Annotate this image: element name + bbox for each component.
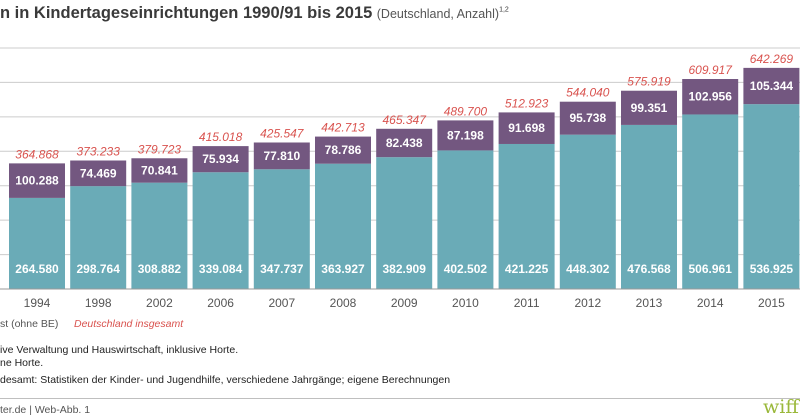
bar-segment-bottom: [9, 197, 65, 289]
data-label-total: 512.923: [505, 96, 549, 110]
legend-series-a: st (ohne BE): [0, 318, 59, 330]
x-tick-label: 2009: [391, 296, 418, 310]
data-label-bottom: 308.882: [138, 262, 182, 276]
bar-segment-bottom: [70, 186, 127, 289]
data-label-bottom: 476.568: [627, 262, 671, 276]
data-label-top: 105.344: [750, 79, 794, 93]
data-label-bottom: 339.084: [199, 262, 243, 276]
bar-segment-top: [70, 160, 127, 187]
x-tick-label: 2007: [268, 296, 295, 310]
brand-logo: wiff: [763, 396, 799, 418]
data-label-top: 77.810: [263, 149, 300, 163]
data-label-total: 379.723: [138, 142, 182, 156]
bar-segment-top: [192, 146, 249, 173]
bar-segment-bottom: [682, 114, 739, 289]
chart-title-main: n in Kindertageseinrichtungen 1990/91 bi…: [0, 4, 373, 22]
data-label-bottom: 448.302: [566, 262, 610, 276]
x-tick-label: 2006: [207, 296, 234, 310]
chart-title: n in Kindertageseinrichtungen 1990/91 bi…: [0, 4, 800, 28]
bar-segment-top: [253, 142, 310, 170]
data-label-total: 364.868: [15, 147, 59, 161]
legend-series-total: Deutschland insgesamt: [74, 318, 184, 330]
data-label-top: 75.934: [202, 152, 239, 166]
data-label-top: 91.698: [508, 121, 545, 135]
data-label-total: 442.713: [321, 121, 365, 135]
data-label-top: 87.198: [447, 128, 484, 142]
bar-segment-bottom: [559, 134, 616, 289]
data-label-bottom: 347.737: [260, 262, 304, 276]
x-tick-label: 2013: [636, 296, 663, 310]
x-tick-label: 2012: [574, 296, 601, 310]
bar-segment-top: [621, 90, 677, 125]
data-label-top: 82.438: [386, 136, 423, 150]
data-label-bottom: 402.502: [444, 262, 488, 276]
x-tick-label: 2010: [452, 296, 479, 310]
bar-segment-top: [131, 158, 188, 183]
bar-segment-top: [376, 128, 433, 158]
data-label-total: 575.919: [627, 75, 671, 89]
bar-segment-bottom: [192, 172, 249, 289]
data-label-total: 609.917: [689, 63, 734, 77]
bar-segment-top: [743, 67, 800, 105]
data-label-total: 373.233: [77, 145, 121, 159]
data-label-bottom: 421.225: [505, 262, 549, 276]
bar-segment-bottom: [131, 182, 188, 289]
data-label-total: 642.269: [750, 52, 794, 66]
bar-segment-bottom: [621, 124, 677, 290]
chart-title-sub: (Deutschland, Anzahl): [376, 7, 500, 21]
bar-segment-bottom: [437, 150, 494, 289]
x-tick-label: 2002: [146, 296, 173, 310]
x-tick-label: 2008: [330, 296, 357, 310]
bar-segment-top: [437, 120, 494, 151]
data-label-bottom: 363.927: [321, 262, 365, 276]
data-label-top: 78.786: [325, 143, 362, 157]
data-label-bottom: 298.764: [77, 262, 121, 276]
x-tick-label: 1994: [24, 296, 51, 310]
data-label-top: 95.738: [569, 111, 606, 125]
credit-line[interactable]: ter.de | Web-Abb. 1: [0, 404, 91, 416]
x-tick-label: 2014: [697, 296, 724, 310]
data-label-total: 425.547: [260, 126, 305, 140]
data-label-total: 489.700: [444, 104, 488, 118]
x-tick-label: 1998: [85, 296, 112, 310]
bar-segment-top: [682, 79, 739, 115]
stacked-bar-chart: 264.580 100.288 364.868 1994 298.764 74.469 37…: [0, 47, 800, 310]
bar-segment-top: [498, 112, 555, 144]
footnote-1: ive Verwaltung und Hauswirtschaft, inklu…: [0, 344, 239, 356]
bar-segment-bottom: [743, 104, 800, 289]
data-label-bottom: 382.909: [383, 262, 427, 276]
source-note: desamt: Statistiken der Kinder- und Juge…: [0, 374, 451, 386]
data-label-bottom: 264.580: [15, 262, 59, 276]
data-label-total: 544.040: [566, 86, 610, 100]
bar-segment-top: [315, 136, 371, 164]
x-tick-label: 2015: [758, 296, 785, 310]
chart-title-footnote-marker: 1,2: [499, 6, 509, 14]
bar-segment-top: [9, 163, 65, 198]
footnote-2: ne Horte.: [0, 357, 44, 369]
data-label-top: 100.288: [15, 174, 59, 188]
data-label-total: 465.347: [383, 113, 428, 127]
data-label-top: 74.469: [80, 166, 117, 180]
x-tick-label: 2011: [514, 296, 540, 310]
bottom-divider: [0, 398, 800, 399]
data-label-total: 415.018: [199, 130, 243, 144]
data-label-top: 102.956: [689, 90, 733, 104]
bar-segment-bottom: [253, 169, 310, 289]
bar-segment-bottom: [498, 143, 555, 289]
bar-segment-bottom: [376, 157, 433, 289]
data-label-top: 99.351: [631, 101, 668, 115]
bar-segment-bottom: [315, 163, 371, 289]
data-label-bottom: 506.961: [689, 262, 733, 276]
bar-segment-top: [559, 101, 616, 135]
data-label-bottom: 536.925: [750, 262, 794, 276]
data-label-top: 70.841: [141, 163, 178, 177]
